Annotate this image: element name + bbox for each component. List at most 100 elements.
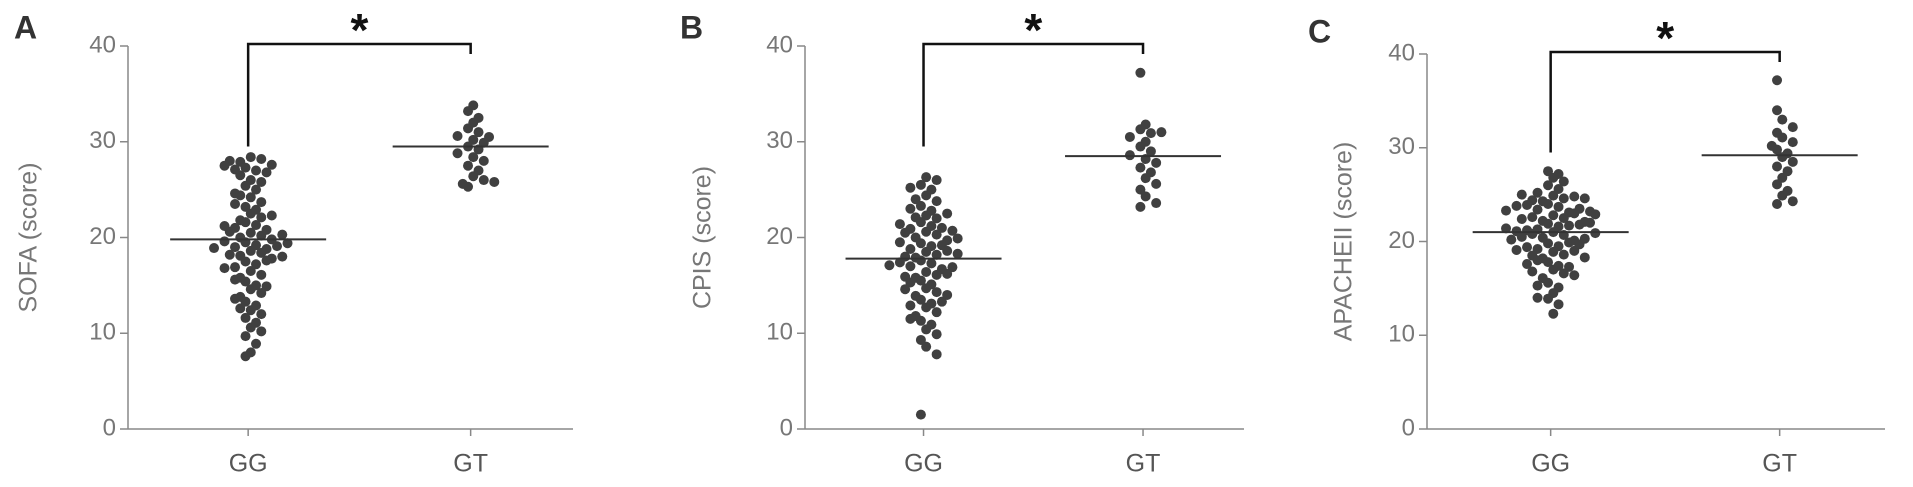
y-tick-label: 30 — [766, 127, 793, 154]
data-point — [915, 315, 926, 326]
y-tick-label: 0 — [103, 414, 116, 441]
y-tick-label: 40 — [1388, 39, 1415, 66]
data-point — [1548, 172, 1559, 183]
data-point — [251, 184, 262, 195]
data-point — [245, 266, 256, 277]
data-point — [921, 190, 932, 201]
data-point — [224, 249, 235, 260]
data-point — [921, 172, 932, 183]
y-tick-label: 40 — [89, 31, 116, 58]
data-point — [240, 351, 251, 362]
data-point — [921, 324, 932, 335]
data-point — [921, 283, 932, 294]
y-tick-label: 30 — [89, 127, 116, 154]
data-point — [1527, 212, 1538, 223]
data-point — [1772, 179, 1783, 190]
data-point — [1516, 231, 1527, 242]
data-point — [1558, 249, 1569, 260]
data-point — [936, 296, 947, 307]
data-point — [489, 176, 500, 187]
data-point — [240, 276, 251, 287]
data-point — [473, 127, 484, 138]
panel-label: C — [1308, 13, 1331, 49]
significance-bracket — [1549, 50, 1781, 153]
data-point — [1548, 246, 1559, 257]
data-point — [478, 155, 489, 166]
data-point — [1558, 213, 1569, 224]
data-point — [245, 152, 256, 163]
data-point — [1140, 191, 1151, 202]
data-point — [905, 261, 916, 272]
data-point — [1135, 141, 1146, 152]
data-point — [261, 167, 272, 178]
data-point — [1772, 199, 1783, 209]
data-point — [1564, 237, 1575, 248]
data-point — [1787, 156, 1798, 167]
data-point — [1548, 264, 1559, 275]
data-point — [1532, 187, 1543, 198]
data-point — [1501, 223, 1512, 234]
data-point — [900, 284, 911, 295]
data-point — [931, 196, 942, 207]
data-point — [1548, 210, 1559, 221]
data-point — [905, 203, 916, 214]
data-point — [1516, 189, 1527, 200]
data-point — [1548, 308, 1559, 319]
data-point — [915, 255, 926, 266]
data-point — [1135, 201, 1146, 212]
y-tick-label: 20 — [766, 223, 793, 250]
data-point — [1772, 161, 1783, 172]
data-point — [1564, 220, 1575, 231]
x-tick-label: GT — [453, 450, 488, 478]
data-point — [230, 242, 241, 253]
data-point — [272, 241, 283, 252]
data-point — [1511, 200, 1522, 211]
data-point — [931, 175, 942, 186]
data-point — [1574, 239, 1585, 250]
data-point — [1543, 180, 1554, 191]
data-point — [942, 268, 953, 279]
data-point — [245, 192, 256, 203]
data-point — [921, 210, 932, 221]
data-point — [1579, 252, 1590, 263]
data-point — [1558, 176, 1569, 187]
data-point — [1532, 255, 1543, 266]
data-point — [245, 227, 256, 238]
data-point — [1532, 204, 1543, 215]
data-point — [1590, 209, 1601, 220]
data-point — [1532, 280, 1543, 291]
data-point — [245, 322, 256, 333]
data-point — [952, 248, 963, 259]
data-point — [1145, 128, 1156, 139]
data-point — [484, 131, 495, 142]
y-tick-label: 0 — [1402, 414, 1415, 441]
y-tick-label: 20 — [1388, 227, 1415, 254]
data-point — [1135, 184, 1146, 195]
data-point — [884, 260, 895, 271]
data-point — [240, 312, 251, 323]
data-point — [1151, 157, 1162, 168]
data-point — [1553, 299, 1564, 310]
data-point — [1151, 178, 1162, 189]
data-point — [1558, 193, 1569, 204]
data-point — [256, 309, 267, 320]
data-point — [905, 300, 916, 311]
data-point — [1777, 132, 1788, 143]
data-point — [245, 284, 256, 295]
data-point — [463, 106, 474, 117]
y-tick-label: 20 — [89, 223, 116, 250]
data-point — [915, 334, 926, 345]
data-point — [1543, 218, 1554, 229]
data-point — [245, 245, 256, 256]
data-point — [931, 229, 942, 240]
data-point — [1156, 127, 1167, 138]
data-point — [1140, 173, 1151, 184]
data-point — [256, 176, 267, 187]
data-point — [915, 200, 926, 211]
data-point — [1777, 152, 1788, 163]
data-point — [256, 326, 267, 337]
data-point — [266, 210, 277, 221]
data-point — [240, 256, 251, 267]
data-point — [1532, 292, 1543, 303]
data-point — [1569, 191, 1580, 202]
